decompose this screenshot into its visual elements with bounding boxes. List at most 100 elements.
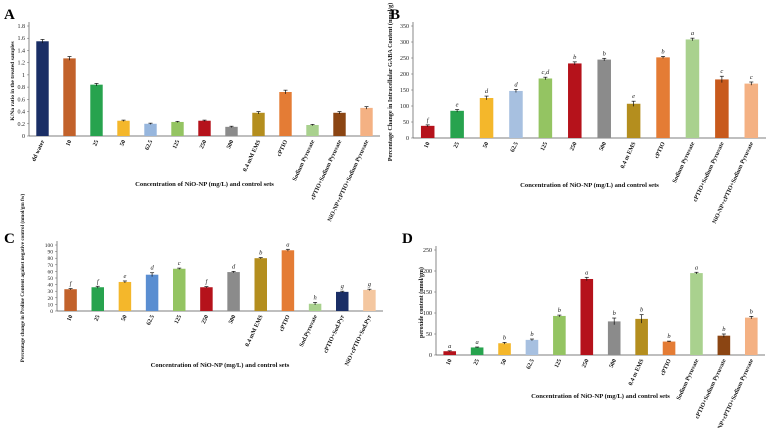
panel-c-ytick-label: 40 bbox=[48, 283, 54, 289]
panel-c-sig-letter: f bbox=[206, 279, 209, 286]
panel-b-bar bbox=[568, 63, 582, 138]
panel-a-bar bbox=[279, 92, 292, 136]
panel-d-category-label: 25 bbox=[473, 358, 481, 366]
panel-b: B 0 50 100 150 200 250 300 350 f 10 e 25 d 50 d 62.5 c,d… bbox=[387, 3, 766, 225]
panel-a-bar bbox=[171, 121, 184, 136]
panel-a-ytick-label: 0.6 bbox=[18, 97, 26, 103]
panel-a-category-label: 250 bbox=[199, 139, 208, 150]
panel-c-bar bbox=[281, 250, 295, 311]
panel-a-bar bbox=[225, 126, 238, 136]
panel-b-sig-letter: d bbox=[514, 81, 518, 88]
panel-d-ytick-label: 0 bbox=[429, 353, 432, 359]
panel-c-bar bbox=[200, 287, 213, 311]
panel-b-sig-letter: b bbox=[603, 50, 607, 57]
panel-b-category-label: 50 bbox=[482, 141, 490, 149]
panel-b-ytick-label: 300 bbox=[400, 40, 409, 46]
panel-d-category-label: 250 bbox=[581, 358, 590, 369]
panel-d-label: D bbox=[402, 231, 413, 247]
panel-b-bar bbox=[538, 78, 553, 138]
panel-a-ytick-label: 0 bbox=[22, 134, 25, 140]
panel-a-category-label: cPTIO bbox=[277, 139, 290, 158]
panel-c-ytick-label: 50 bbox=[48, 276, 54, 282]
panel-c-category-label: 25 bbox=[94, 314, 102, 322]
panel-b-category-label: 10 bbox=[424, 141, 432, 149]
panel-a-category-label: 62.5 bbox=[144, 139, 154, 151]
panel-a-ytick-label: 1.2 bbox=[18, 61, 26, 67]
panel-d-sig-letter: a bbox=[585, 269, 588, 276]
panel-c-label: C bbox=[4, 231, 15, 247]
panel-d-sig-letter: b bbox=[722, 326, 726, 333]
panel-d-category-label: 10 bbox=[446, 358, 454, 366]
panel-b-bar bbox=[626, 103, 641, 138]
panel-c-category-label: 62.5 bbox=[146, 314, 156, 326]
panel-a-bar bbox=[333, 112, 346, 136]
panel-b-label: B bbox=[390, 7, 400, 23]
panel-b-sig-letter: b bbox=[573, 54, 577, 61]
panel-d-sig-letter: b bbox=[640, 307, 644, 314]
panel-c-category-label: 500 bbox=[228, 314, 237, 325]
panel-d-category-label: 500 bbox=[609, 358, 618, 369]
panel-c-category-label: cPTIO bbox=[279, 314, 292, 333]
panel-b-x-axis-title: Concentration of NiO-NP (mg/L) and contr… bbox=[520, 182, 659, 189]
panel-d-sig-letter: a bbox=[448, 343, 451, 350]
panel-c-sig-letter: f bbox=[97, 278, 100, 285]
panel-b-ytick-label: 350 bbox=[400, 24, 409, 30]
panel-d-bar bbox=[635, 318, 648, 355]
panel-b-category-label: 250 bbox=[569, 141, 578, 152]
panel-b-bar bbox=[479, 98, 494, 138]
panel-a-bar bbox=[90, 84, 103, 136]
panel-c-ytick-label: 30 bbox=[48, 289, 54, 295]
panel-b-sig-letter: b bbox=[661, 48, 665, 55]
panel-d-category-label: 0.4 m EMS bbox=[628, 358, 646, 387]
panel-d-bar bbox=[744, 317, 758, 355]
chart-a: 0 0.2 0.4 0.6 0.8 1 1.2 1.4 1.6 1.8 dd water 10 25 50… bbox=[10, 22, 380, 223]
panel-b-sig-letter: c,d bbox=[541, 69, 550, 76]
panel-d-bar bbox=[580, 278, 594, 355]
panel-a-category-label: Sodium Pyruvate bbox=[292, 139, 316, 182]
panel-b-bar bbox=[744, 83, 759, 138]
panel-c-bar bbox=[91, 287, 104, 311]
panel-c-ytick-label: 80 bbox=[48, 256, 54, 262]
panel-a-category-label: dd water bbox=[31, 139, 46, 163]
panel-d-x-axis-title: Concentration of NiO-NP (mg/L) and contr… bbox=[531, 393, 670, 400]
panel-a-ytick-label: 0.8 bbox=[18, 85, 26, 91]
panel-a-bar bbox=[360, 107, 373, 136]
panel-c-ytick-label: 20 bbox=[48, 296, 54, 302]
panel-d-bar bbox=[553, 315, 566, 355]
panel-d-ytick-label: 250 bbox=[423, 248, 432, 254]
panel-c-ytick-label: 10 bbox=[48, 302, 54, 308]
panel-d-category-label: cPTIO+Sodium Pyruvate bbox=[695, 358, 728, 420]
panel-b-sig-letter: a bbox=[691, 30, 694, 37]
panel-c-bar bbox=[64, 289, 77, 311]
panel-d-ytick-label: 200 bbox=[423, 269, 432, 275]
panel-d-bar bbox=[470, 347, 484, 355]
panel-d-ytick-label: 100 bbox=[423, 311, 432, 317]
panel-b-sig-letter: f bbox=[427, 117, 430, 124]
panel-c-category-label: Sod.Pyruvate bbox=[299, 314, 319, 348]
panel-c-category-label: 250 bbox=[201, 314, 210, 325]
panel-d-bar bbox=[443, 351, 457, 355]
panel-c-bar bbox=[173, 268, 186, 311]
panel-b-ytick-label: 150 bbox=[400, 88, 409, 94]
panel-b-bar bbox=[656, 57, 670, 138]
panel-d-category-label: 50 bbox=[500, 358, 508, 366]
panel-a-bar bbox=[144, 123, 157, 136]
panel-a-category-label: 50 bbox=[119, 139, 127, 147]
panel-a-y-axis-title: K/Na ratio in the treated samples bbox=[10, 41, 16, 121]
panel-d-sig-letter: b bbox=[530, 331, 534, 338]
chart-b: 0 50 100 150 200 250 300 350 f 10 e 25 d 50 d 62.5 c,d 12… bbox=[387, 3, 766, 225]
panel-b-sig-letter: c bbox=[750, 74, 753, 81]
panel-c-bar bbox=[254, 258, 267, 311]
panel-b-bar bbox=[685, 39, 700, 138]
panel-d-bar bbox=[662, 341, 676, 355]
panel-a-ytick-label: 0.2 bbox=[18, 122, 26, 128]
panel-c-category-label: 0.4 mM EMS bbox=[245, 314, 265, 348]
panel-c-sig-letter: b bbox=[259, 250, 263, 257]
panel-d-sig-letter: a bbox=[695, 264, 698, 271]
panel-b-ytick-label: 100 bbox=[400, 104, 409, 110]
panel-c-ytick-label: 60 bbox=[48, 269, 54, 275]
panel-c-sig-letter: c bbox=[178, 260, 181, 267]
panel-a-category-label: 25 bbox=[92, 139, 100, 147]
panel-b-bar bbox=[715, 79, 729, 138]
panel-c-bar bbox=[336, 291, 349, 311]
